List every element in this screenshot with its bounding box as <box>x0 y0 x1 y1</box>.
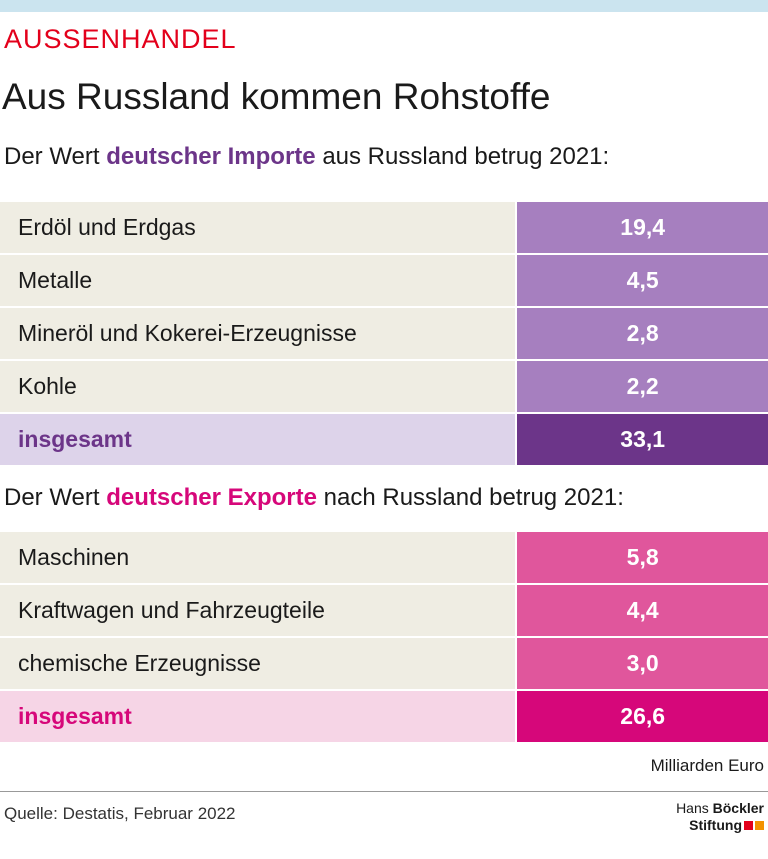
row-label: Mineröl und Kokerei-Erzeugnisse <box>0 308 516 359</box>
kicker: AUSSENHANDEL <box>4 24 237 54</box>
row-label: Kraftwagen und Fahrzeugteile <box>0 585 516 636</box>
row-value: 5,8 <box>517 532 768 583</box>
row-label: chemische Erzeugnisse <box>0 638 516 689</box>
table-row: Mineröl und Kokerei-Erzeugnisse 2,8 <box>0 308 768 359</box>
logo-square <box>755 821 764 830</box>
logo: Hans Böckler Stiftung <box>676 800 764 834</box>
row-value: 4,5 <box>517 255 768 306</box>
logo-text: Böckler <box>712 800 764 816</box>
exports-intro: Der Wert deutscher Exporte nach Russland… <box>4 484 624 512</box>
title: Aus Russland kommen Rohstoffe <box>2 76 551 117</box>
table-row: Metalle 4,5 <box>0 255 768 306</box>
row-label: insgesamt <box>0 414 516 465</box>
imports-intro: Der Wert deutscher Importe aus Russland … <box>4 143 609 171</box>
row-value: 3,0 <box>517 638 768 689</box>
table-row: Maschinen 5,8 <box>0 532 768 583</box>
divider <box>0 791 768 792</box>
row-label: Metalle <box>0 255 516 306</box>
unit-note: Milliarden Euro <box>650 756 764 775</box>
table-row: Kohle 2,2 <box>0 361 768 412</box>
row-value: 2,2 <box>517 361 768 412</box>
row-value: 19,4 <box>517 202 768 253</box>
row-value: 26,6 <box>517 691 768 742</box>
row-value: 4,4 <box>517 585 768 636</box>
intro-highlight: deutscher Exporte <box>106 484 317 511</box>
intro-text: Der Wert <box>4 143 100 170</box>
table-row: Kraftwagen und Fahrzeugteile 4,4 <box>0 585 768 636</box>
logo-square <box>744 821 753 830</box>
logo-text: Stiftung <box>689 817 742 833</box>
row-label: Kohle <box>0 361 516 412</box>
source: Quelle: Destatis, Februar 2022 <box>4 804 236 823</box>
table-row: Erdöl und Erdgas 19,4 <box>0 202 768 253</box>
intro-text: aus Russland betrug 2021: <box>322 143 610 170</box>
logo-text: Hans <box>676 800 709 816</box>
table-row: chemische Erzeugnisse 3,0 <box>0 638 768 689</box>
top-bar <box>0 0 768 12</box>
imports-table: Erdöl und Erdgas 19,4 Metalle 4,5 Mineröl un… <box>0 202 768 467</box>
total-row: insgesamt 26,6 <box>0 691 768 742</box>
intro-highlight: deutscher Importe <box>106 143 316 170</box>
row-value: 33,1 <box>517 414 768 465</box>
row-value: 2,8 <box>517 308 768 359</box>
total-row: insgesamt 33,1 <box>0 414 768 465</box>
row-label: Maschinen <box>0 532 516 583</box>
row-label: insgesamt <box>0 691 516 742</box>
exports-table: Maschinen 5,8 Kraftwagen und Fahrzeugteile… <box>0 532 768 744</box>
row-label: Erdöl und Erdgas <box>0 202 516 253</box>
intro-text: Der Wert <box>4 484 100 511</box>
intro-text: nach Russland betrug 2021: <box>323 484 624 511</box>
